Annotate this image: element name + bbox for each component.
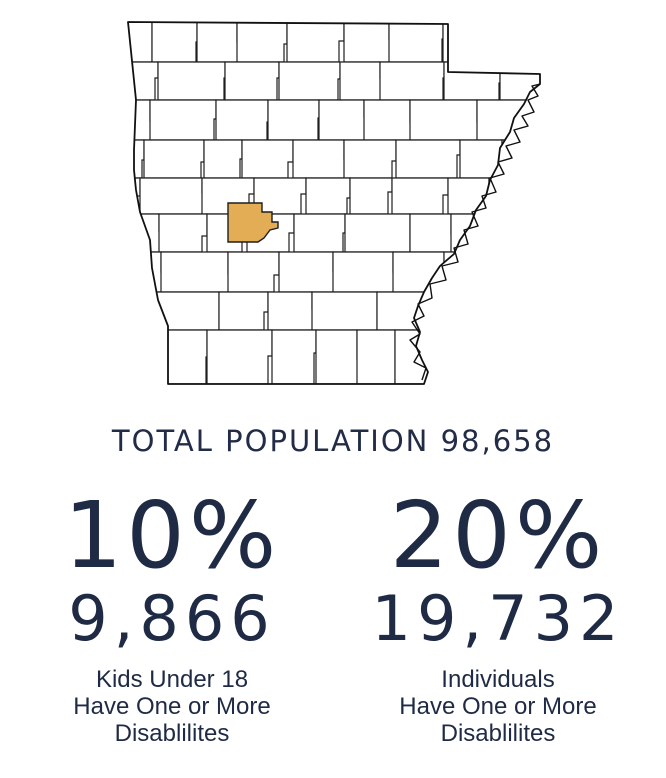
county-map-svg <box>127 21 628 385</box>
county <box>343 139 397 179</box>
county <box>526 177 540 215</box>
county <box>128 139 145 179</box>
county <box>438 291 493 331</box>
county-grid <box>128 22 628 384</box>
county <box>376 291 440 331</box>
county <box>559 140 621 178</box>
county <box>409 213 455 253</box>
state-map <box>127 21 628 385</box>
county <box>554 214 604 252</box>
county <box>286 22 345 63</box>
individuals-description-line-1: Individuals <box>441 666 555 693</box>
county <box>128 22 153 63</box>
county <box>459 139 505 179</box>
county <box>305 177 351 215</box>
county <box>442 22 487 63</box>
kids-percent: 10% <box>63 482 281 589</box>
county <box>158 213 208 253</box>
river-border <box>409 83 541 381</box>
kids-description: Kids Under 18 Have One or More Disablili… <box>22 666 322 747</box>
state-outline <box>127 21 541 385</box>
county <box>481 22 524 63</box>
individuals-count: 19,732 <box>371 582 625 655</box>
county <box>128 329 148 384</box>
county <box>550 252 608 292</box>
kids-stat-block: 10% 9,866 Kids Under 18 Have One or More… <box>22 482 322 748</box>
county <box>344 213 411 253</box>
county <box>363 99 413 141</box>
county <box>271 329 317 384</box>
county <box>332 251 396 293</box>
county <box>311 291 378 331</box>
county <box>343 22 391 63</box>
county <box>409 99 482 141</box>
county <box>151 22 198 63</box>
county <box>349 177 393 215</box>
county <box>488 291 530 331</box>
county <box>267 99 320 141</box>
county <box>128 177 141 215</box>
county <box>443 61 501 101</box>
county <box>395 139 461 179</box>
individuals-description-line-2: Have One or More <box>399 693 597 720</box>
individuals-stat-block: 20% 19,732 Individuals Have One or More … <box>348 482 648 748</box>
county <box>215 99 269 141</box>
county <box>379 61 445 101</box>
county <box>128 99 152 141</box>
county <box>476 99 539 141</box>
county <box>146 329 208 384</box>
county <box>293 213 346 253</box>
county <box>278 251 335 293</box>
county <box>139 177 206 215</box>
kids-description-line-1: Kids Under 18 <box>95 666 249 693</box>
highlighted-county <box>227 202 279 243</box>
county <box>149 99 217 141</box>
county <box>203 139 243 179</box>
county <box>482 251 540 293</box>
total-population: TOTAL POPULATION 98,658 <box>111 424 555 458</box>
county <box>224 61 280 101</box>
county <box>391 177 449 215</box>
county <box>227 251 280 293</box>
county <box>196 22 241 63</box>
county <box>557 62 608 100</box>
county <box>241 139 294 179</box>
county <box>502 213 540 253</box>
county <box>356 329 396 384</box>
county <box>267 291 315 331</box>
county <box>160 251 230 293</box>
kids-description-line-2: Have One or More <box>73 693 271 720</box>
county <box>278 61 341 101</box>
county <box>528 291 540 331</box>
county <box>128 61 159 101</box>
county <box>522 22 540 63</box>
county <box>318 99 367 141</box>
county <box>392 251 448 293</box>
county <box>536 99 540 141</box>
county <box>143 139 205 179</box>
county <box>442 329 496 384</box>
county <box>559 330 628 384</box>
county <box>218 291 269 331</box>
individuals-description: Individuals Have One or More Disablilite… <box>348 666 648 747</box>
kids-count: 9,866 <box>68 582 276 655</box>
county <box>236 22 288 63</box>
individuals-percent: 20% <box>389 482 607 589</box>
county <box>128 291 154 331</box>
kids-description-line-3: Disablilites <box>114 720 230 747</box>
county <box>157 61 226 101</box>
individuals-description-line-3: Disablilites <box>440 720 556 747</box>
county <box>494 329 540 384</box>
county <box>206 329 273 384</box>
county <box>339 61 385 101</box>
county <box>388 22 444 63</box>
county <box>488 177 530 215</box>
county <box>292 139 348 179</box>
county <box>315 329 360 384</box>
